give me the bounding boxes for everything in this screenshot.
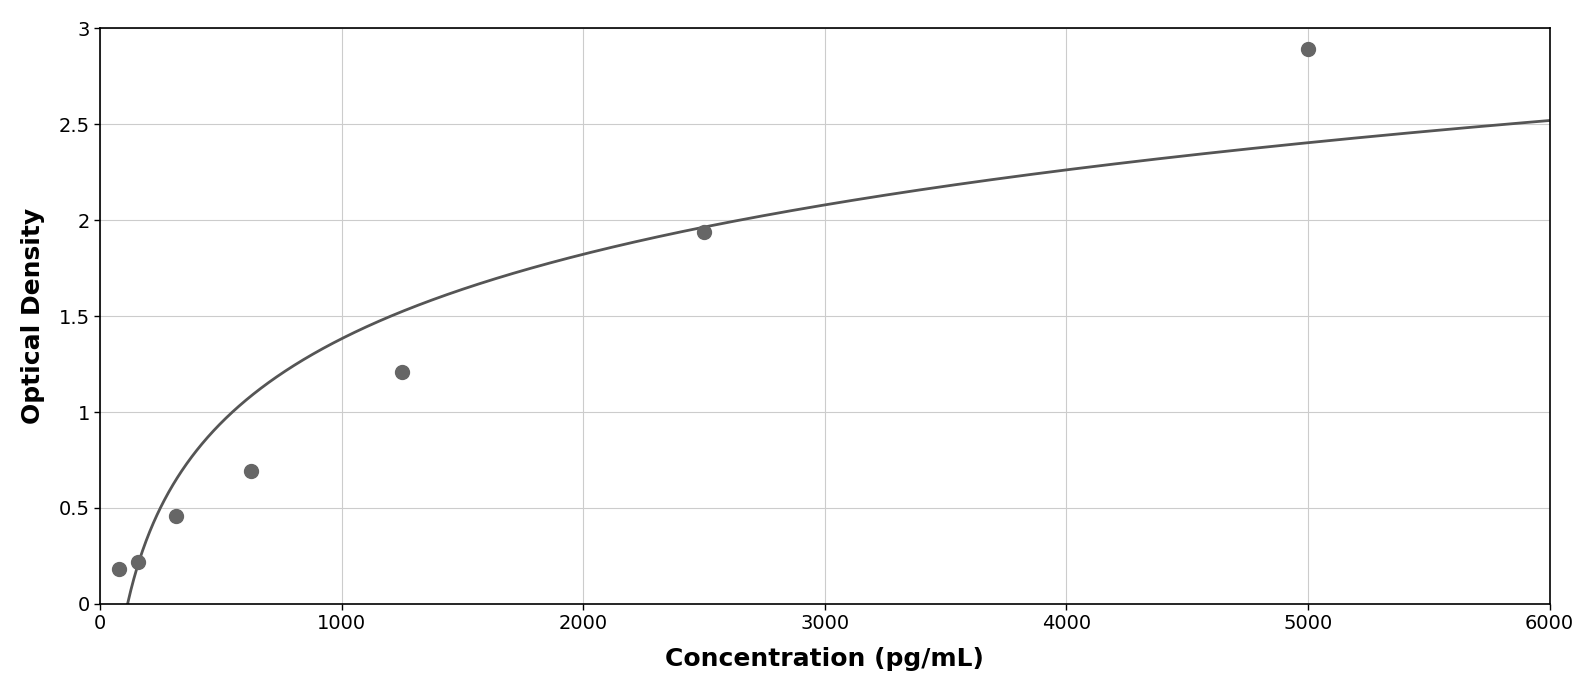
Point [163,510,188,521]
Y-axis label: Optical Density: Optical Density [21,208,45,424]
Point [107,564,132,575]
Point [124,556,150,567]
Point [1295,44,1321,55]
Point [389,366,415,377]
Point [691,226,716,237]
X-axis label: Concentration (pg/mL): Concentration (pg/mL) [665,647,984,671]
Point [239,466,265,477]
